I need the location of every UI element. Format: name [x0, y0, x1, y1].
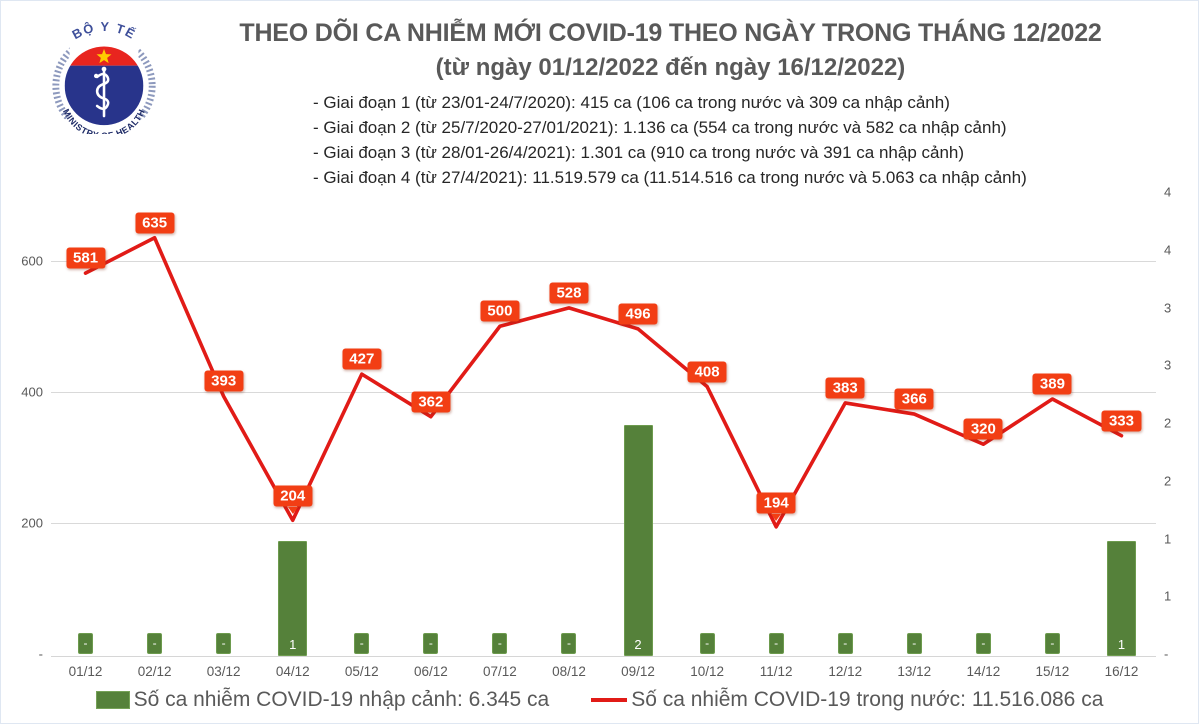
bar-zero-label: -: [423, 633, 439, 654]
page-subtitle: (từ ngày 01/12/2022 đến ngày 16/12/2022): [435, 54, 906, 81]
x-axis-label: 09/12: [621, 664, 655, 679]
gridline: [51, 391, 1156, 393]
bar-zero-label: -: [561, 633, 577, 654]
bar-zero-label: -: [837, 633, 853, 654]
bar-04/12: [278, 540, 308, 656]
x-axis-label: 04/12: [275, 664, 310, 679]
bar-value-label: 1: [289, 637, 297, 652]
phase-line-4: - Giai đoạn 4 (từ 27/4/2021): 11.519.579…: [313, 168, 1027, 187]
legend-item-imported: Số ca nhiễm COVID-19 nhập cảnh: 6.345 ca: [95, 688, 550, 712]
x-axis-label: 12/12: [828, 664, 863, 679]
gridline: [51, 522, 1156, 524]
line-label-pointer: [287, 507, 298, 515]
bar-zero-label: -: [492, 633, 508, 654]
x-axis-label: 02/12: [137, 664, 172, 679]
left-axis-tick: 400: [21, 384, 43, 400]
page-title: THEO DÕI CA NHIỄM MỚI COVID-19 THEO NGÀY…: [239, 19, 1102, 47]
bar-zero-label: -: [975, 633, 991, 654]
right-axis-tick: 1: [1164, 588, 1172, 604]
line-label-pointer: [771, 513, 782, 521]
star-icon: [96, 48, 112, 64]
gridline: [51, 260, 1156, 262]
right-axis-tick: 3: [1164, 300, 1172, 315]
phase-summary: - Giai đoạn 1 (từ 23/01-24/7/2020): 415 …: [313, 90, 1027, 190]
x-axis-label: 15/12: [1035, 664, 1070, 679]
x-axis-label: 14/12: [966, 664, 1001, 679]
right-axis-tick: 2: [1164, 415, 1172, 431]
line-value-label: 383: [825, 377, 865, 399]
bar-zero-label: -: [354, 633, 370, 654]
x-axis-label: 10/12: [690, 664, 724, 679]
line-value-label: 496: [618, 303, 658, 325]
line-value-label: 194: [756, 492, 796, 514]
right-axis-tick: 2: [1164, 473, 1172, 489]
right-axis-tick: 1: [1164, 531, 1172, 546]
bar-zero-label: -: [768, 633, 784, 654]
line-value-label: 366: [894, 388, 934, 410]
line-value-label: 320: [963, 418, 1003, 440]
line-value-label: 333: [1101, 410, 1141, 432]
line-value-label: 427: [342, 348, 382, 370]
x-axis-label: 05/12: [344, 664, 379, 679]
bar-zero-label: -: [78, 633, 94, 654]
bar-zero-label: -: [699, 633, 715, 654]
x-axis-label: 06/12: [413, 664, 448, 679]
x-axis-label: 16/12: [1104, 664, 1139, 679]
bar-zero-label: -: [1044, 633, 1060, 654]
phase-line-2: - Giai đoạn 2 (từ 25/7/2020-27/01/2021):…: [313, 118, 1007, 137]
logo-top-text: BỘ Y TẾ: [69, 19, 138, 42]
legend-bar-swatch-icon: [95, 691, 130, 709]
left-axis-tick: -: [38, 646, 43, 662]
x-axis-label: 07/12: [483, 664, 517, 679]
line-value-label: 635: [135, 212, 175, 234]
staff-of-aesculapius-icon: [93, 66, 110, 118]
x-axis-label: 03/12: [206, 664, 241, 679]
x-axis-label: 08/12: [552, 664, 586, 679]
line-value-label: 500: [480, 300, 520, 322]
right-axis-tick: 4: [1164, 184, 1172, 200]
legend-domestic-label: Số ca nhiễm COVID-19 trong nước: 11.516.…: [631, 688, 1104, 711]
x-axis-line: [51, 656, 1156, 657]
right-axis-tick: -: [1164, 646, 1169, 662]
right-axis-tick: 3: [1164, 357, 1172, 373]
right-axis-tick: 4: [1164, 242, 1172, 258]
left-axis-tick: 200: [21, 515, 43, 531]
legend-imported-label: Số ca nhiễm COVID-19 nhập cảnh: 6.345 ca: [133, 688, 550, 711]
line-value-label: 362: [411, 391, 451, 413]
bar-value-label: 1: [1117, 637, 1126, 652]
x-axis-label: 11/12: [759, 664, 793, 679]
phase-line-1: - Giai đoạn 1 (từ 23/01-24/7/2020): 415 …: [313, 93, 950, 112]
bar-16/12: [1106, 540, 1136, 656]
bar-09/12: [623, 425, 653, 656]
bar-zero-label: -: [906, 633, 922, 654]
phase-line-3: - Giai đoạn 3 (từ 28/01-26/4/2021): 1.30…: [313, 143, 965, 162]
line-value-label: 389: [1032, 373, 1072, 395]
logo-laurel-ring: [52, 40, 156, 120]
line-value-label: 581: [66, 247, 106, 269]
line-value-label: 408: [687, 361, 727, 383]
line-value-label: 393: [204, 370, 244, 392]
line-value-label: 204: [273, 485, 313, 507]
left-axis-tick: 600: [21, 253, 43, 269]
bar-value-label: 2: [634, 637, 642, 652]
line-value-label: 528: [549, 282, 589, 304]
x-axis-label: 13/12: [897, 664, 932, 679]
legend-item-domestic: Số ca nhiễm COVID-19 trong nước: 11.516.…: [591, 688, 1103, 712]
legend-line-swatch-icon: [591, 698, 628, 702]
bar-zero-label: -: [147, 633, 163, 654]
chart-legend: Số ca nhiễm COVID-19 nhập cảnh: 6.345 ca…: [1, 688, 1198, 712]
ministry-of-health-logo: BỘ Y TẾ MINISTRY OF HEALTH: [52, 19, 156, 134]
bar-zero-label: -: [216, 633, 232, 654]
x-axis-label: 01/12: [68, 664, 103, 679]
